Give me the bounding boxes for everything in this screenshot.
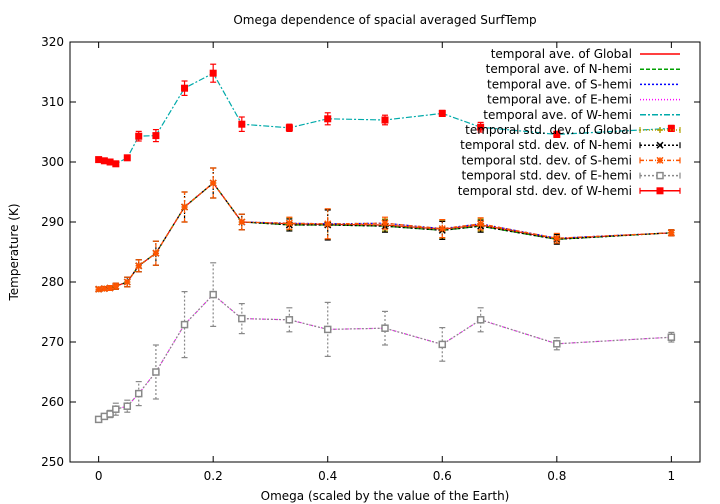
y-tick-label: 260 [41,395,64,409]
data-point [181,84,189,92]
data-point [553,130,561,138]
data-point [438,340,447,349]
data-point [324,115,332,123]
data-point [323,325,332,334]
y-tick-label: 280 [41,275,64,289]
legend-label: temporal std. dev. of W-hemi [458,184,632,198]
legend-marker [656,156,664,164]
data-point [381,219,389,227]
series-line [98,182,672,290]
legend-label: temporal ave. of E-hemi [487,93,632,107]
data-point [438,109,446,117]
data-point [135,132,143,140]
x-tick-label: 0.2 [204,469,223,483]
series-layer [94,63,676,424]
series-8 [94,262,676,424]
data-point [112,282,120,290]
series-0 [98,182,672,290]
y-tick-label: 250 [41,455,64,469]
data-point [95,156,103,164]
data-point [324,220,332,228]
y-axis-label: Temperature (K) [7,203,21,301]
data-point [123,154,131,162]
series-line [98,182,672,290]
data-point [667,333,676,341]
data-point [152,249,160,257]
x-axis-label: Omega (scaled by the value of the Earth) [261,489,510,503]
data-point [134,389,143,398]
data-point [285,316,294,324]
data-point [180,320,189,329]
y-tick-label: 310 [41,95,64,109]
data-point [209,179,217,187]
x-tick-label: 0.4 [318,469,337,483]
data-point [135,262,143,270]
series-line [98,182,672,290]
legend-marker [657,127,663,133]
data-point [152,132,160,140]
legend-label: temporal ave. of Global [491,47,632,61]
data-point [100,285,108,293]
y-tick-label: 290 [41,215,64,229]
legend-label: temporal ave. of S-hemi [487,77,632,91]
data-point [112,160,120,168]
x-tick-label: 0.6 [433,469,452,483]
legend-marker [656,171,664,180]
data-point [112,405,120,413]
series-line [98,182,672,290]
x-tick-label: 0.8 [547,469,566,483]
data-point [106,158,114,166]
x-tick-label: 0 [95,469,103,483]
data-point [381,324,389,332]
legend-marker [656,187,664,195]
data-point [100,157,108,165]
series-line [98,182,672,290]
data-point [667,124,675,132]
data-point [553,234,561,242]
legend-label: temporal std. dev. of E-hemi [462,169,632,183]
data-point [106,410,114,418]
axis-ticks: 0 0.2 0.4 0.6 0.8 1 250 260 270 280 290 300 310 320 [41,35,700,483]
legend-label: temporal std. dev. of N-hemi [460,138,632,152]
chart-title: Omega dependence of spacial averaged Sur… [233,13,536,27]
data-point [667,229,675,237]
data-point [553,340,561,348]
series-1 [98,182,672,290]
data-point [209,290,217,299]
series-7 [95,167,675,293]
data-point [476,316,485,324]
data-point [238,120,246,128]
data-point [438,225,446,233]
data-point [285,219,293,227]
legend-label: temporal std. dev. of Global [465,123,632,137]
data-point [123,278,131,286]
data-point [238,218,246,226]
data-point [381,116,389,124]
data-point [477,123,485,131]
data-point [181,203,189,211]
data-point [95,285,103,293]
legend-label: temporal ave. of W-hemi [483,108,632,122]
series-2 [98,182,672,290]
data-point [238,314,246,323]
y-tick-label: 270 [41,335,64,349]
series-line [98,182,672,290]
legend-label: temporal ave. of N-hemi [486,62,632,76]
x-tick-label: 1 [668,469,676,483]
y-tick-label: 300 [41,155,64,169]
data-point [209,69,217,77]
legend-marker [656,141,664,149]
data-point [123,402,132,410]
data-point [285,124,293,132]
legend-label: temporal std. dev. of S-hemi [461,153,632,167]
y-tick-label: 320 [41,35,64,49]
data-point [152,368,160,376]
data-point [477,220,485,228]
data-point [106,284,114,292]
plot-frame [69,41,701,463]
series-9 [95,63,675,168]
